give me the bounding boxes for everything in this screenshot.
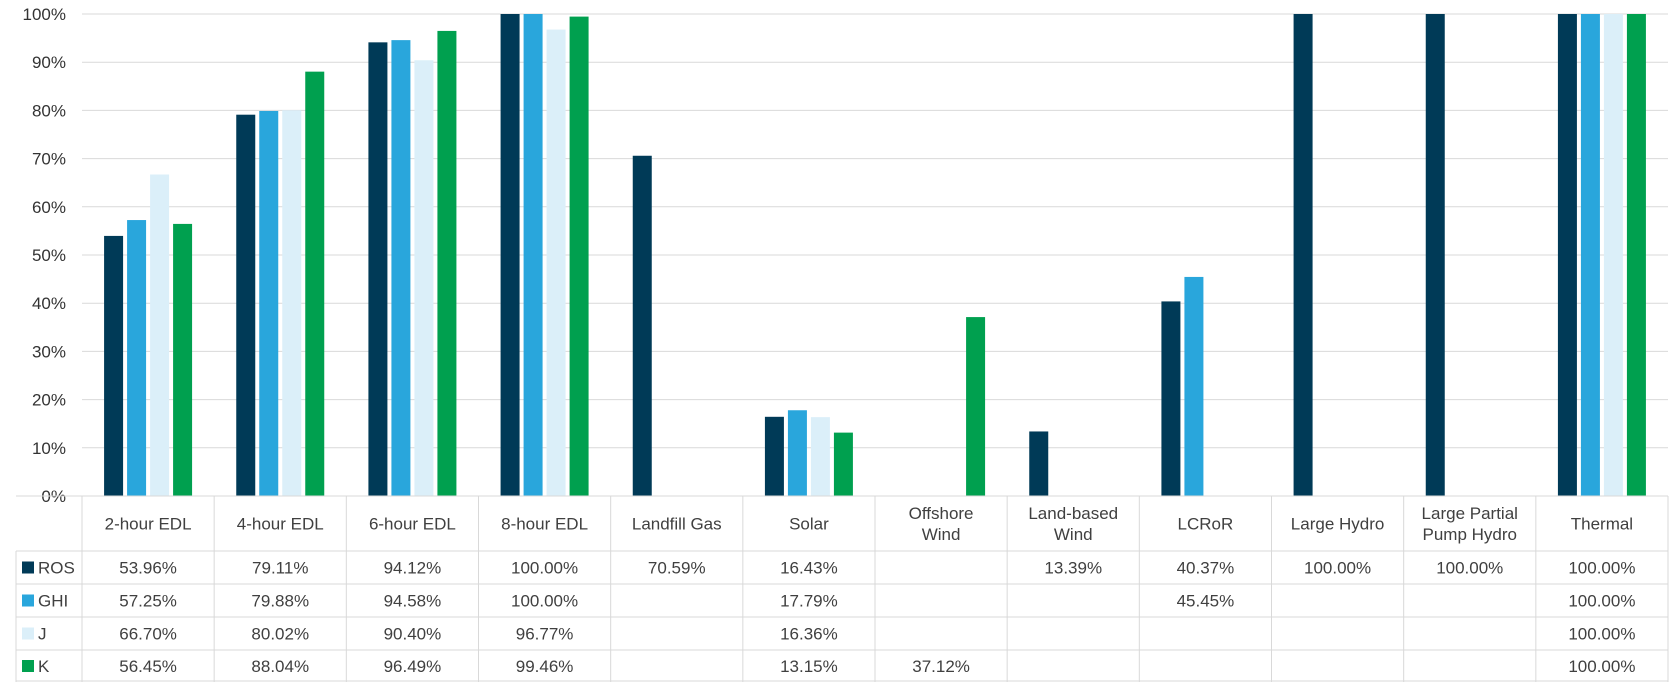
category-label: 4-hour EDL — [237, 515, 324, 534]
category-label: Landfill Gas — [632, 515, 722, 534]
bar-ghi-11 — [1580, 14, 1600, 496]
legend-key-ghi — [22, 594, 34, 607]
category-label: Land-based — [1028, 504, 1118, 523]
category-label: 8-hour EDL — [501, 515, 588, 534]
data-label: 13.39% — [1044, 559, 1102, 578]
bar-ros-2 — [368, 42, 388, 496]
data-label: 96.77% — [516, 625, 574, 644]
data-label: 94.12% — [384, 559, 442, 578]
bar-k-6 — [966, 317, 986, 496]
data-label: 45.45% — [1177, 592, 1235, 611]
data-label: 100.00% — [1304, 559, 1371, 578]
y-tick-label: 30% — [32, 342, 66, 361]
data-label: 100.00% — [511, 592, 578, 611]
data-label: 70.59% — [648, 559, 706, 578]
data-label: 99.46% — [516, 657, 574, 676]
bar-j-1 — [282, 110, 302, 497]
data-label: 80.02% — [251, 625, 309, 644]
category-label: Offshore — [909, 504, 974, 523]
data-label: 100.00% — [1568, 625, 1635, 644]
y-tick-label: 80% — [32, 101, 66, 120]
data-label: 100.00% — [1436, 559, 1503, 578]
legend-key-ros — [22, 561, 34, 574]
category-label: Wind — [922, 525, 961, 544]
y-tick-label: 100% — [23, 5, 66, 24]
y-tick-label: 60% — [32, 198, 66, 217]
bar-j-11 — [1603, 14, 1623, 496]
y-tick-label: 90% — [32, 53, 66, 72]
bar-ros-3 — [500, 14, 520, 496]
bar-ghi-0 — [127, 220, 147, 496]
category-label: Large Partial — [1422, 504, 1518, 523]
data-label: 79.11% — [252, 559, 308, 578]
data-label: 100.00% — [511, 559, 578, 578]
bar-k-5 — [833, 432, 853, 496]
bar-ghi-2 — [391, 40, 411, 497]
data-label: 90.40% — [384, 625, 442, 644]
data-label: 17.79% — [780, 592, 838, 611]
bar-k-3 — [569, 16, 589, 496]
bar-ros-11 — [1557, 14, 1577, 496]
bar-ros-1 — [236, 114, 256, 497]
data-label: 56.45% — [119, 657, 177, 676]
legend-label-j: J — [38, 625, 47, 644]
y-tick-label: 70% — [32, 150, 66, 169]
data-label: 13.15% — [780, 657, 838, 676]
category-label: 2-hour EDL — [105, 515, 192, 534]
y-tick-label: 40% — [32, 294, 66, 313]
bar-k-0 — [173, 223, 193, 496]
data-label: 100.00% — [1568, 657, 1635, 676]
bar-ghi-8 — [1184, 276, 1204, 496]
bar-ros-10 — [1425, 14, 1445, 496]
category-label: Solar — [789, 515, 829, 534]
data-label: 96.49% — [384, 657, 442, 676]
legend-label-ros: ROS — [38, 559, 75, 578]
data-label: 79.88% — [251, 592, 309, 611]
bar-j-3 — [546, 29, 566, 496]
data-label: 53.96% — [119, 559, 177, 578]
data-label: 88.04% — [251, 657, 309, 676]
data-label: 100.00% — [1568, 559, 1635, 578]
y-tick-label: 50% — [32, 246, 66, 265]
data-label: 100.00% — [1568, 592, 1635, 611]
category-label: LCRoR — [1178, 515, 1234, 534]
data-label: 37.12% — [912, 657, 970, 676]
legend-label-ghi: GHI — [38, 592, 68, 611]
category-label: Pump Hydro — [1423, 525, 1517, 544]
legend-label-k: K — [38, 657, 50, 676]
legend-key-k — [22, 660, 34, 672]
bar-j-0 — [150, 174, 170, 497]
data-label: 57.25% — [119, 592, 177, 611]
bar-ros-7 — [1029, 431, 1049, 496]
category-label: 6-hour EDL — [369, 515, 456, 534]
bar-ghi-3 — [523, 14, 543, 496]
bar-ros-5 — [764, 416, 784, 496]
data-label: 94.58% — [384, 592, 442, 611]
category-label: Thermal — [1571, 515, 1633, 534]
category-label: Wind — [1054, 525, 1093, 544]
y-tick-label: 10% — [32, 439, 66, 458]
bar-ros-0 — [104, 235, 124, 497]
category-label: Large Hydro — [1291, 515, 1385, 534]
bar-ros-4 — [632, 155, 652, 496]
bar-k-2 — [437, 30, 457, 496]
bar-k-1 — [305, 71, 325, 496]
data-label: 66.70% — [119, 625, 177, 644]
bar-k-11 — [1626, 14, 1646, 496]
data-label: 16.36% — [780, 625, 838, 644]
y-tick-label: 20% — [32, 391, 66, 410]
data-label: 40.37% — [1177, 559, 1235, 578]
bar-j-2 — [414, 60, 434, 496]
legend-key-j — [22, 627, 34, 640]
data-label: 16.43% — [780, 559, 838, 578]
bar-j-5 — [810, 417, 830, 496]
bar-ghi-1 — [259, 110, 279, 497]
bar-ros-9 — [1293, 14, 1313, 496]
bar-ros-8 — [1161, 301, 1181, 496]
bar-ghi-5 — [787, 410, 807, 496]
